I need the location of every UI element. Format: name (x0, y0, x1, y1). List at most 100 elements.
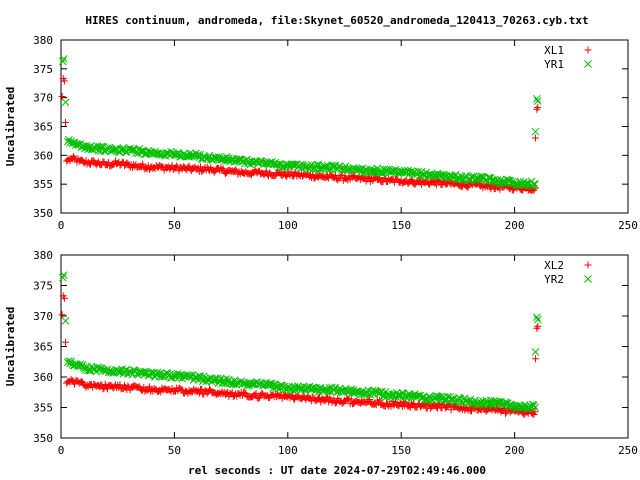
y-tick-label: 370 (33, 310, 53, 323)
data-point (405, 170, 413, 179)
data-point (195, 389, 203, 397)
data-point (134, 371, 142, 379)
data-point (307, 385, 316, 394)
data-point (362, 177, 370, 185)
x-tick-label: 50 (168, 219, 181, 232)
data-point (530, 410, 538, 418)
data-point (77, 378, 85, 386)
data-point (531, 348, 540, 356)
data-point (116, 381, 124, 389)
legend-label: YR1 (544, 58, 564, 71)
x-tick-label: 100 (278, 219, 298, 232)
data-point (263, 159, 272, 168)
y-tick-label: 375 (33, 280, 53, 293)
data-point (58, 311, 66, 319)
data-point (443, 392, 452, 401)
data-point (378, 387, 386, 396)
data-point (315, 164, 324, 173)
data-point (393, 391, 402, 400)
data-point (88, 145, 97, 154)
data-point (502, 409, 510, 417)
data-point (61, 98, 70, 107)
data-point (531, 134, 539, 142)
legend-marker (584, 46, 592, 54)
data-point (251, 157, 259, 165)
data-point (158, 162, 166, 170)
data-point (357, 390, 366, 399)
data-point (61, 317, 70, 325)
y-tick-label: 350 (33, 207, 53, 220)
data-point (58, 273, 67, 282)
legend-label: XL1 (544, 44, 564, 57)
series-yr2 (58, 271, 542, 414)
data-point (300, 163, 309, 172)
data-point (100, 384, 108, 392)
data-point (506, 400, 514, 409)
data-point (441, 173, 450, 181)
data-point (101, 380, 109, 388)
y-tick-label: 360 (33, 371, 53, 384)
data-point (528, 182, 537, 191)
y-tick-label: 380 (33, 34, 53, 47)
data-point (376, 396, 384, 404)
data-point (532, 94, 541, 103)
y-tick-label: 355 (33, 402, 53, 415)
x-tick-label: 250 (618, 219, 638, 232)
series-xl2 (58, 292, 542, 418)
x-tick-label: 150 (391, 219, 411, 232)
data-point (534, 322, 542, 330)
data-point (77, 156, 85, 164)
data-point (531, 355, 539, 363)
data-point (282, 386, 291, 395)
data-point (60, 294, 68, 302)
data-point (508, 177, 517, 186)
panel-top: 350 355 360 365 370 375 380 0 50 100 150 200 250 Unca… (4, 34, 638, 232)
data-point (484, 173, 493, 182)
data-point (532, 313, 541, 322)
data-point (293, 393, 301, 401)
data-point (74, 140, 82, 149)
y-tick-label: 350 (33, 432, 53, 445)
data-point (273, 160, 282, 169)
data-point (237, 155, 246, 164)
data-point (517, 403, 526, 411)
x-tick-label: 50 (168, 444, 181, 457)
plot-frame (60, 254, 629, 439)
data-point (198, 385, 206, 393)
data-point (157, 388, 165, 396)
legend-label: YR2 (544, 273, 564, 286)
data-point (531, 127, 540, 136)
data-point (300, 392, 308, 400)
data-point (456, 175, 465, 183)
y-tick-label: 380 (33, 249, 53, 262)
data-point (145, 383, 153, 391)
data-point (356, 388, 365, 396)
data-point (530, 401, 538, 410)
data-point (418, 170, 427, 179)
data-point (58, 57, 67, 66)
data-point (533, 315, 542, 324)
data-point (304, 393, 312, 401)
y-tick-label: 365 (33, 121, 53, 134)
data-point (371, 400, 379, 408)
data-point (475, 172, 484, 181)
chart-title: HIRES continuum, andromeda, file:Skynet_… (85, 14, 588, 27)
data-point (308, 383, 317, 392)
data-point (247, 380, 256, 388)
data-point (171, 373, 180, 382)
data-point (418, 180, 426, 188)
data-point (464, 183, 472, 191)
data-point (533, 324, 541, 332)
data-point (65, 135, 73, 144)
data-point (260, 171, 268, 179)
data-point (389, 167, 398, 176)
data-point (219, 165, 227, 173)
x-tick-label: 250 (618, 444, 638, 457)
data-point (144, 146, 153, 155)
y-tick-label: 365 (33, 341, 53, 354)
data-point (145, 371, 154, 380)
data-point (235, 155, 243, 164)
data-point (399, 389, 408, 398)
y-axis-label: Uncalibrated (4, 307, 17, 386)
data-point (237, 377, 246, 386)
